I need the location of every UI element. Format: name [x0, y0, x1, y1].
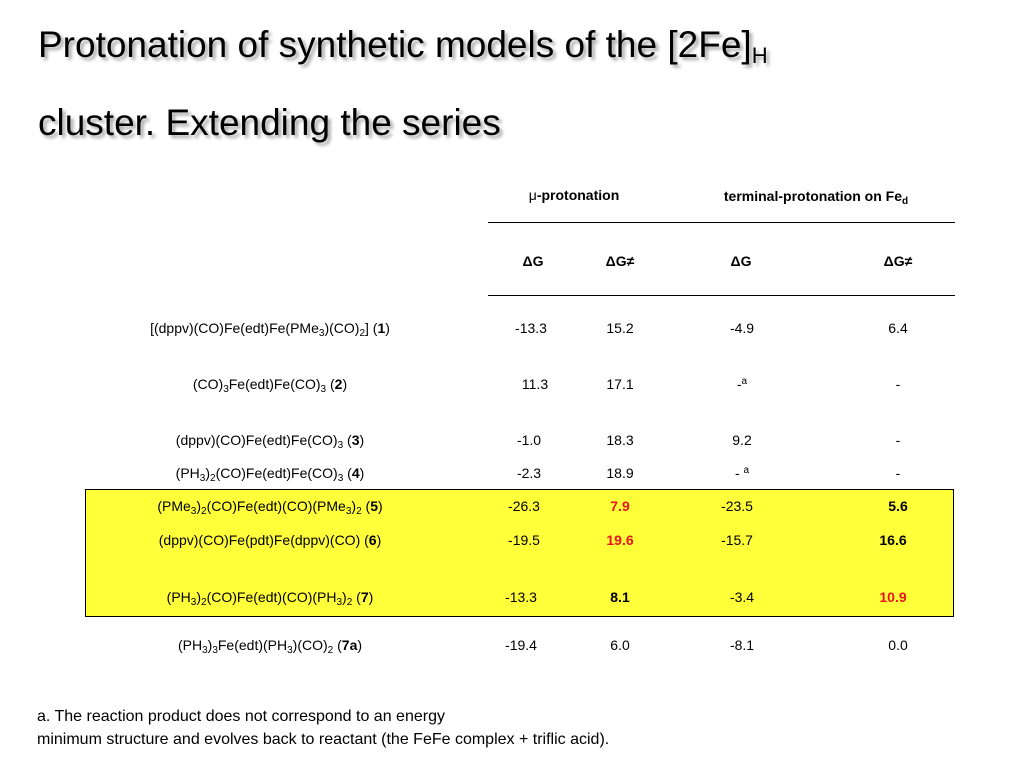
value-cell: 5.6: [888, 498, 908, 514]
value-cell: 10.9: [879, 589, 907, 605]
subheader-terminal-dg-barrier: ΔG≠: [883, 253, 913, 269]
value-cell: -13.3: [515, 320, 547, 336]
value-cell: 7.9: [610, 498, 630, 514]
value-cell: 18.3: [606, 432, 634, 448]
value-cell: -19.4: [505, 637, 537, 653]
value-cell: -15.7: [721, 532, 753, 548]
value-cell: 11.3: [521, 376, 549, 392]
value-cell: 19.6: [606, 532, 634, 548]
value-cell: -4.9: [729, 320, 755, 336]
slide-title: Protonation of synthetic models of the […: [38, 6, 998, 162]
title-line-1: Protonation of synthetic models of the […: [38, 24, 768, 68]
compound-label: (dppv)(CO)Fe(edt)Fe(CO)3 (3): [175, 432, 365, 451]
value-cell: -26.3: [508, 498, 540, 514]
compound-label: (PH3)2(CO)Fe(edt)Fe(CO)3 (4): [175, 465, 365, 484]
value-cell: 8.1: [610, 589, 630, 605]
compound-label: (CO)3Fe(edt)Fe(CO)3 (2): [192, 376, 348, 395]
mu-protonation-header: μ-protonation: [528, 187, 620, 203]
value-cell: 9.2: [732, 432, 752, 448]
value-cell: 16.6: [879, 532, 907, 548]
subheader-mu-dg-barrier: ΔG≠: [605, 253, 635, 269]
highlighted-rows-box: [85, 489, 954, 617]
compound-label: (PH3)2(CO)Fe(edt)(CO)(PH3)2 (7): [166, 589, 374, 608]
header-rule-bottom: [488, 295, 955, 296]
value-cell: -: [895, 376, 901, 392]
value-cell: 18.9: [606, 465, 634, 481]
value-cell: 6.4: [888, 320, 908, 336]
footnote-marker: a: [743, 465, 750, 476]
value-cell: -23.5: [721, 498, 753, 514]
footnote-marker: a: [741, 376, 748, 387]
compound-label: (PMe3)2(CO)Fe(edt)(CO)(PMe3)2 (5): [157, 498, 383, 517]
value-cell: 0.0: [888, 637, 908, 653]
footnote-line-2: minimum structure and evolves back to re…: [37, 731, 610, 748]
value-cell: -: [895, 432, 901, 448]
compound-label: (PH3)3Fe(edt)(PH3)(CO)2 (7a): [177, 637, 363, 656]
subheader-mu-dg: ΔG: [522, 253, 544, 269]
compound-label: (dppv)(CO)Fe(pdt)Fe(dppv)(CO) (6): [158, 532, 382, 548]
title-line-2: cluster. Extending the series: [38, 102, 501, 143]
value-cell: -a: [736, 376, 748, 392]
terminal-protonation-header: terminal-protonation on Fed: [723, 188, 909, 207]
compound-label: [(dppv)(CO)Fe(edt)Fe(PMe3)(CO)2] (1): [150, 320, 390, 339]
subheader-terminal-dg: ΔG: [730, 253, 752, 269]
value-cell: -8.1: [729, 637, 755, 653]
value-cell: -: [895, 465, 901, 481]
value-cell: - a: [734, 465, 750, 481]
footnote-line-1: a. The reaction product does not corresp…: [37, 708, 445, 725]
value-cell: 15.2: [606, 320, 634, 336]
value-cell: -1.0: [516, 432, 542, 448]
header-rule-top: [488, 222, 955, 223]
value-cell: -2.3: [516, 465, 542, 481]
value-cell: -19.5: [508, 532, 540, 548]
value-cell: 17.1: [606, 376, 634, 392]
value-cell: 6.0: [610, 637, 630, 653]
value-cell: -13.3: [505, 589, 537, 605]
value-cell: -3.4: [729, 589, 755, 605]
